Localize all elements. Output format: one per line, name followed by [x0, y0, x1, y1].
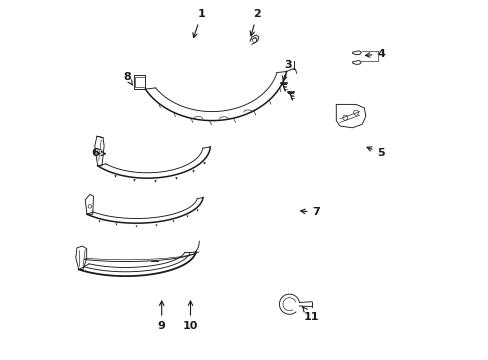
Text: 5: 5: [366, 147, 385, 158]
Text: 11: 11: [302, 307, 318, 322]
Text: 3: 3: [282, 60, 291, 81]
Text: 6: 6: [91, 148, 105, 158]
Text: 7: 7: [300, 207, 320, 217]
Text: 10: 10: [183, 301, 198, 331]
Text: 2: 2: [249, 9, 261, 36]
Text: 8: 8: [123, 72, 132, 85]
Text: 9: 9: [158, 301, 165, 331]
Text: 4: 4: [365, 49, 385, 59]
Text: 1: 1: [192, 9, 205, 37]
